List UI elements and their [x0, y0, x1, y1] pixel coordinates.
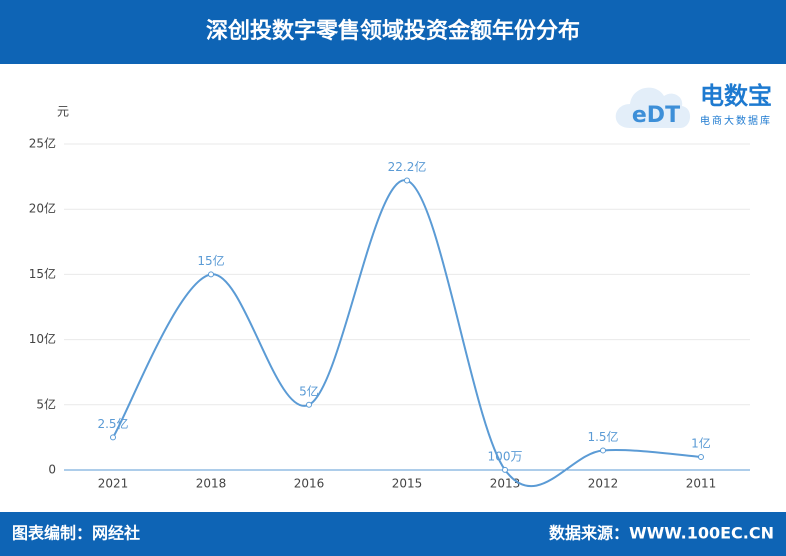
logo: eDT 电数宝 电商大数据库	[615, 82, 772, 128]
x-tick-label: 2016	[294, 477, 325, 491]
footer-bar	[0, 512, 786, 556]
value-label: 100万	[488, 449, 523, 463]
y-tick-label: 0	[48, 463, 56, 477]
point	[698, 453, 704, 460]
value-label: 22.2亿	[388, 159, 427, 174]
value-label: 1亿	[691, 435, 711, 450]
logo-cloud	[615, 87, 691, 128]
y-tick-label: 10亿	[29, 331, 56, 346]
x-tick-label: 2013	[490, 477, 521, 491]
y-tick-label: 5亿	[36, 396, 56, 411]
logo-name: 电数宝	[700, 82, 772, 110]
value-label: 2.5亿	[97, 416, 128, 431]
y-axis-label: 元	[57, 105, 69, 119]
logo-mark: eDT	[632, 103, 680, 128]
x-tick-label: 2012	[588, 477, 619, 491]
x-tick-label: 2021	[98, 477, 129, 491]
footer-right: 数据来源：WWW.100EC.CN	[549, 524, 774, 543]
value-label: 15亿	[197, 253, 224, 268]
x-tick-label: 2015	[392, 477, 423, 491]
value-label: 5亿	[299, 383, 319, 398]
x-tick-label: 2011	[686, 477, 717, 491]
point	[306, 401, 312, 408]
point	[110, 434, 116, 441]
y-tick-label: 15亿	[29, 266, 56, 281]
y-tick-label: 25亿	[29, 136, 56, 151]
header-bar	[0, 0, 786, 64]
y-tick-label: 20亿	[29, 201, 56, 216]
point	[404, 177, 410, 184]
chart-title: 深创投数字零售领域投资金额年份分布	[206, 18, 580, 44]
x-tick-label: 2018	[196, 477, 227, 491]
footer-left: 图表编制：网经社	[12, 524, 140, 543]
logo-tagline: 电商大数据库	[700, 114, 772, 127]
point	[502, 466, 508, 473]
point	[208, 271, 214, 278]
value-label: 1.5亿	[587, 429, 618, 444]
point	[600, 447, 606, 454]
